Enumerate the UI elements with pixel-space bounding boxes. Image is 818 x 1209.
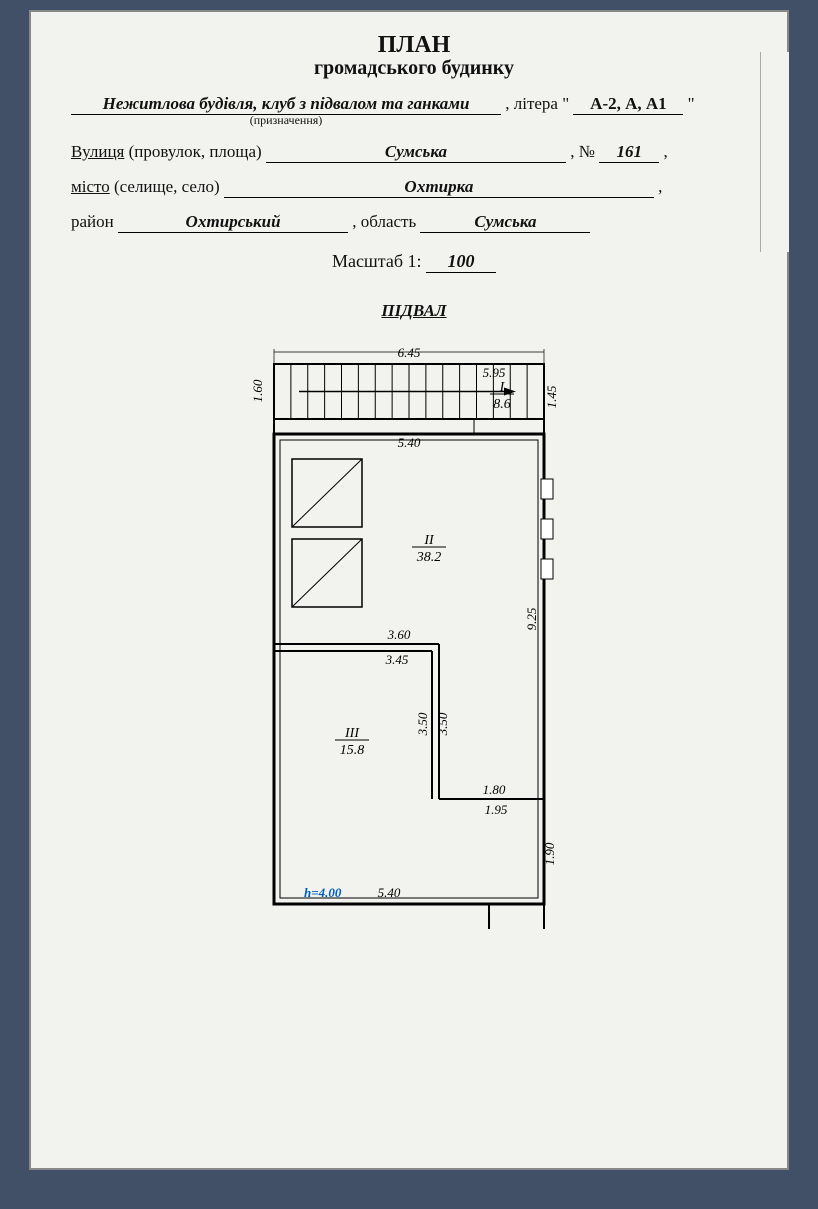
litera-value: А-2, А, А1 <box>573 94 683 115</box>
svg-text:3.50: 3.50 <box>435 712 450 736</box>
svg-text:38.2: 38.2 <box>416 550 442 565</box>
svg-text:6.45: 6.45 <box>398 345 421 360</box>
city-line: місто (селище, село) Охтирка , <box>71 177 757 198</box>
svg-text:1.80: 1.80 <box>483 782 506 797</box>
svg-text:5.95: 5.95 <box>483 365 506 380</box>
street-line: Вулиця (провулок, площа) Сумська , № 161… <box>71 142 757 163</box>
purpose-line: Нежитлова будівля, клуб з підвалом та га… <box>71 94 757 115</box>
city-label: місто <box>71 177 110 196</box>
litera-end: " <box>688 94 695 113</box>
svg-text:h=4.00: h=4.00 <box>304 885 342 900</box>
svg-text:1.60: 1.60 <box>250 379 265 402</box>
oblast-value: Сумська <box>420 212 590 233</box>
title-line-1: ПЛАН <box>71 32 757 59</box>
svg-text:15.8: 15.8 <box>340 743 365 758</box>
scale-label: Масштаб 1: <box>332 251 422 271</box>
floor-title: ПІДВАЛ <box>71 301 757 321</box>
svg-text:9.25: 9.25 <box>524 607 539 630</box>
purpose-sublabel: (призначення) <box>71 113 501 128</box>
scale-value: 100 <box>426 251 496 273</box>
num-label: , № <box>570 142 595 161</box>
city-value: Охтирка <box>224 177 654 198</box>
svg-text:5.40: 5.40 <box>398 435 421 450</box>
title-line-2: громадського будинку <box>71 57 757 80</box>
city-paren: (селище, село) <box>110 177 220 196</box>
purpose-value: Нежитлова будівля, клуб з підвалом та га… <box>71 94 501 115</box>
oblast-label: , область <box>352 212 416 231</box>
floor-plan: 6.45 5.95 1.60 1.45 5.40 9.25 3.60 3.45 3.50 3.50… <box>214 329 614 929</box>
district-line: район Охтирський , область Сумська <box>71 212 757 233</box>
svg-text:3.45: 3.45 <box>385 652 409 667</box>
svg-text:5.40: 5.40 <box>378 885 401 900</box>
document-page: ПЛАН громадського будинку Нежитлова буді… <box>29 10 789 1170</box>
svg-text:8.6: 8.6 <box>493 397 511 412</box>
svg-text:III: III <box>344 726 360 741</box>
num-value: 161 <box>599 142 659 163</box>
svg-text:3.60: 3.60 <box>387 627 411 642</box>
street-value: Сумська <box>266 142 566 163</box>
svg-text:3.50: 3.50 <box>415 712 430 736</box>
svg-text:1.95: 1.95 <box>485 802 508 817</box>
litera-label: , літера " <box>505 94 569 113</box>
scale-line: Масштаб 1: 100 <box>71 251 757 273</box>
svg-text:1.45: 1.45 <box>544 385 559 408</box>
district-label: район <box>71 212 114 231</box>
street-paren: (провулок, площа) <box>124 142 261 161</box>
svg-text:II: II <box>423 533 435 548</box>
svg-text:1.90: 1.90 <box>542 842 557 865</box>
street-label: Вулиця <box>71 142 124 161</box>
district-value: Охтирський <box>118 212 348 233</box>
page-edge-crop <box>760 52 789 252</box>
